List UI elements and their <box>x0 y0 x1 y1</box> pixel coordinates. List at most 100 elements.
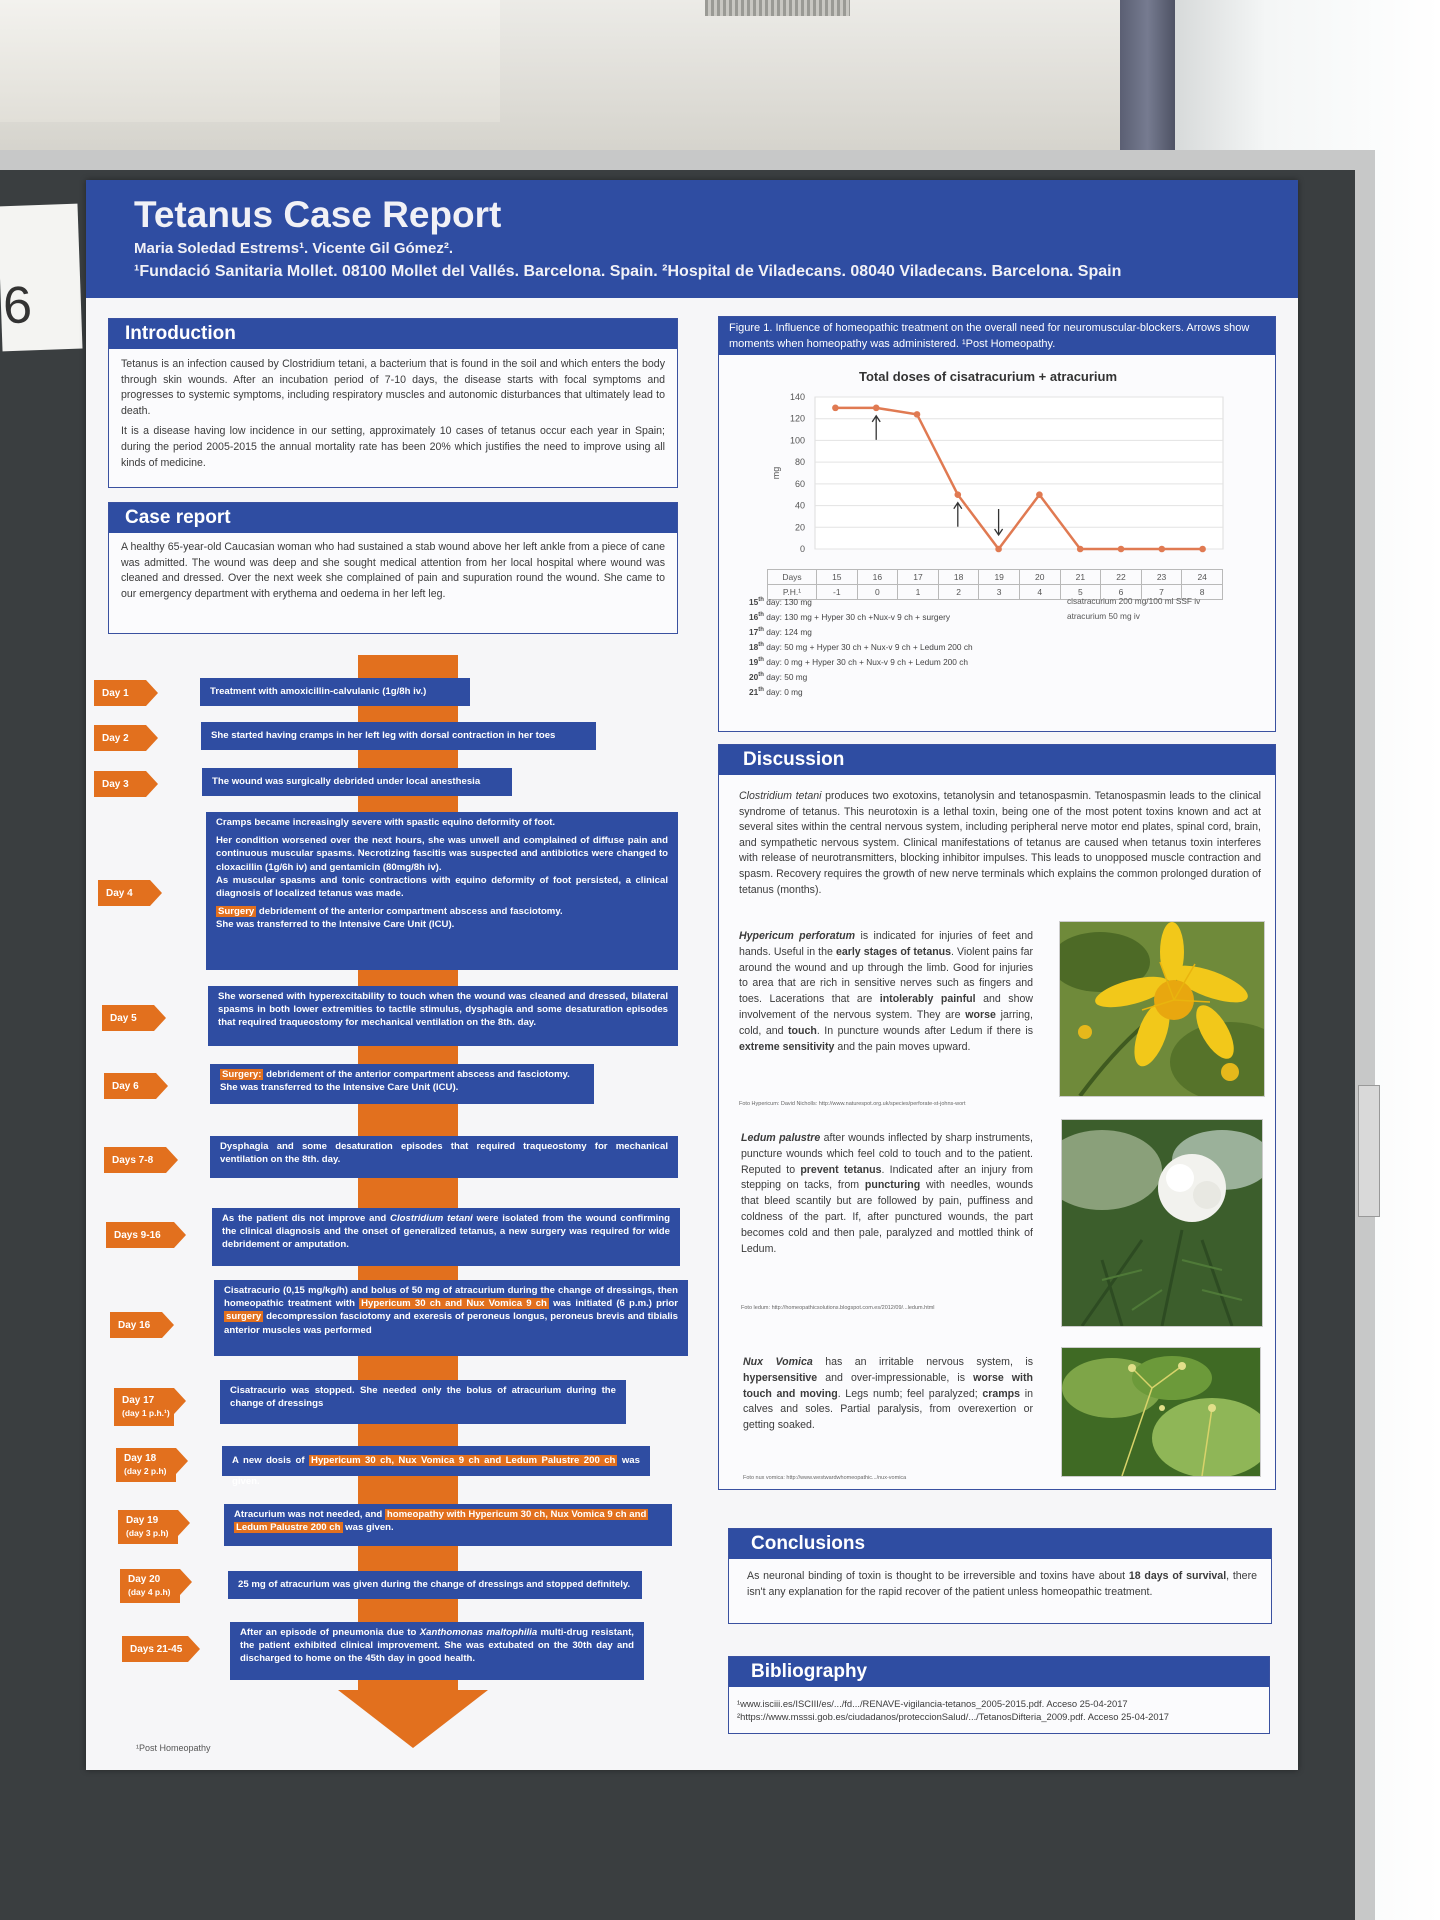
days-table-cell: 18 <box>937 569 980 585</box>
day-tag: Day 19 (day 3 p.h) <box>118 1510 190 1544</box>
day-tag: Day 20 (day 4 p.h) <box>120 1569 192 1603</box>
data-point <box>1199 545 1206 553</box>
day16-text-c: decompression fasciotomy and exeresis of… <box>224 1311 678 1336</box>
hypericum-t1: is indicated for injuries of feet and ha… <box>739 930 1033 958</box>
board-number: 6 <box>1 276 33 336</box>
homeopathy-highlight: Hypericum 30 ch, Nux Vomica 9 ch and Led… <box>309 1455 618 1466</box>
discussion-intro: Clostridium tetani produces two exotoxin… <box>739 789 1261 898</box>
day-tag: Day 16 <box>110 1312 174 1338</box>
nux-b3: cramps <box>982 1387 1021 1400</box>
dose-day-suffix: th <box>758 597 764 603</box>
discussion-section: Discussion Clostridium tetani produces t… <box>718 744 1276 1490</box>
day-sub-label: (day 4 p.h) <box>128 1587 171 1597</box>
conclusions-body: As neuronal binding of toxin is thought … <box>747 1569 1257 1600</box>
days-table-cell: 15 <box>816 569 858 585</box>
hypericum-photo-credit: Foto Hypericum: David Nicholls: http://w… <box>739 1101 966 1107</box>
day-sub-label: (day 2 p.h) <box>124 1466 167 1476</box>
homeopathy-arrow-head <box>994 528 1004 537</box>
dose-legend-item: 16th day: 130 mg + Hyper 30 ch +Nux-v 9 … <box>749 609 973 624</box>
y-tick-label: 40 <box>795 501 805 511</box>
day9-text-a: As the patient dis not improve and <box>222 1213 391 1224</box>
hypericum-b3: worse <box>965 1008 996 1021</box>
nux-t3: . Legs numb; feel paralyzed; <box>837 1387 983 1400</box>
bibliography-heading: Bibliography <box>729 1657 1269 1687</box>
day-event: Cisatracurio (0,15 mg/kg/h) and bolus of… <box>214 1280 688 1356</box>
dose-text: day: 124 mg <box>763 626 812 637</box>
data-point <box>995 545 1002 553</box>
dose-day-suffix: th <box>758 656 764 663</box>
dose-day: 18th <box>749 641 764 652</box>
hypericum-text: Hypericum perforatum is indicated for in… <box>739 929 1033 1055</box>
ledum-t3: with needles, wounds that bleed scantily… <box>741 1179 1033 1255</box>
ledum-photo <box>1061 1119 1263 1327</box>
nux-vomica-text: Nux Vomica has an irritable nervous syst… <box>743 1355 1033 1434</box>
timeline-arrow-head <box>338 1690 488 1748</box>
introduction-body: Tetanus is an infection caused by Clostr… <box>121 357 665 476</box>
days-table-row: P.H.¹ -1 0 1 2 3 4 5 6 7 8 <box>767 584 1223 600</box>
dose-day-suffix: th <box>758 686 764 693</box>
day16-text-b: was initiated (6 p.m.) prior <box>548 1298 678 1310</box>
poster: Tetanus Case Report Maria Soledad Estrem… <box>86 180 1298 1770</box>
bibliography-section: Bibliography ¹www.isciii.es/ISCIII/es/..… <box>728 1656 1270 1734</box>
day-event: Treatment with amoxicillin-calvulanic (1… <box>200 678 470 706</box>
case-report-heading: Case report <box>109 503 677 533</box>
introduction-section: Introduction Tetanus is an infection cau… <box>108 318 678 488</box>
nux-photo-credit: Foto nux vomica: http://www.westwardwhom… <box>743 1475 907 1481</box>
discussion-intro-text: produces two exotoxins, tetanolysin and … <box>739 790 1261 896</box>
day-event: She worsened with hyperexcitability to t… <box>208 986 678 1046</box>
day-tag: Day 5 <box>102 1005 166 1031</box>
hypericum-t4: jarring, cold, and <box>739 1008 1033 1037</box>
dose-legend-item: 18th day: 50 mg + Hyper 30 ch + Nux-v 9 … <box>749 639 973 654</box>
dose-legend: 15th day: 130 mg 16th day: 130 mg + Hyper… <box>749 594 973 699</box>
nux-b1: hypersensitive <box>743 1371 818 1384</box>
board-hinge <box>1358 1085 1380 1217</box>
days-table-row: Days 15 16 17 18 19 20 21 22 23 24 <box>767 569 1223 585</box>
conclusions-heading: Conclusions <box>729 1529 1271 1559</box>
surgery-highlight: Surgery: <box>220 1069 264 1080</box>
day-event: Cramps became increasingly severe with s… <box>206 812 678 970</box>
days-table-label: Days <box>767 569 817 585</box>
day-event: She started having cramps in her left le… <box>201 722 596 750</box>
day-event: As the patient dis not improve and Clost… <box>212 1208 680 1266</box>
conclusions-t2: , there isn't any explanation for the ra… <box>747 1570 1257 1598</box>
y-tick-label: 120 <box>790 414 805 424</box>
days-table-cell: 19 <box>978 569 1020 585</box>
day-event: 25 mg of atracurium was given during the… <box>228 1571 642 1599</box>
day-tag: Day 1 <box>94 680 158 706</box>
dose-day-suffix: th <box>758 671 764 678</box>
data-point <box>1036 491 1043 499</box>
day19-text-b: was given. <box>342 1522 394 1534</box>
dose-text: day: 50 mg + Hyper 30 ch + Nux-v 9 ch + … <box>763 641 973 652</box>
day-event: A new dosis of Hypericum 30 ch, Nux Vomi… <box>222 1446 650 1487</box>
day-event: Dysphagia and some desaturation episodes… <box>210 1136 678 1178</box>
introduction-p1: Tetanus is an infection caused by Clostr… <box>121 358 665 417</box>
bibliography-ref: ²https://www.msssi.gob.es/ciudadanos/pro… <box>737 1711 1170 1722</box>
day4-p5: She was transferred to the Intensive Car… <box>216 919 455 931</box>
day21-text-a: After an episode of pneumonia due to <box>240 1627 420 1638</box>
dose-day-suffix: th <box>758 641 764 648</box>
ledum-b1: prevent tetanus <box>800 1163 882 1176</box>
dose-legend-item: 20th day: 50 mg <box>749 669 973 684</box>
day16-text-a: Cisatracurio (0,15 mg/kg/h) and bolus of… <box>224 1285 678 1310</box>
ledum-photo-credit: Foto ledum: http://homeopathicsolutions.… <box>741 1305 935 1311</box>
dose-text: day: 0 mg + Hyper 30 ch + Nux-v 9 ch + L… <box>763 656 968 667</box>
day4-p1: Cramps became increasingly severe with s… <box>216 817 556 828</box>
ledum-b2: puncturing <box>864 1179 921 1192</box>
day9-text-b: were isolated from the wound confirming … <box>222 1213 670 1251</box>
ledum-t2: . Indicated after an injury from steppin… <box>741 1163 1034 1192</box>
dose-day-suffix: th <box>758 626 764 633</box>
days-table-cell: 4 <box>1018 584 1061 600</box>
y-tick-label: 140 <box>790 392 805 402</box>
introduction-heading: Introduction <box>109 319 677 349</box>
ledum-text: Ledum palustre after wounds inflected by… <box>741 1131 1033 1257</box>
dose-legend-item: 19th day: 0 mg + Hyper 30 ch + Nux-v 9 c… <box>749 654 973 669</box>
ledum-flower-image <box>1062 1120 1262 1326</box>
dose-legend-item: 17th day: 124 mg <box>749 624 973 639</box>
dose-text: day: 130 mg <box>763 596 812 607</box>
nux-t2: and over-impressionable, is <box>817 1371 974 1384</box>
surgery-highlight: surgery <box>224 1311 264 1323</box>
dose-day: 21th <box>749 686 764 697</box>
hypericum-name: Hypericum perforatum <box>739 930 856 942</box>
homeopathy-highlight: homeopathy with Hypericum 30 ch, Nux Vom… <box>384 1509 649 1520</box>
bibliography-list: ¹www.isciii.es/ISCIII/es/.../fd.../RENAV… <box>737 1697 1261 1723</box>
